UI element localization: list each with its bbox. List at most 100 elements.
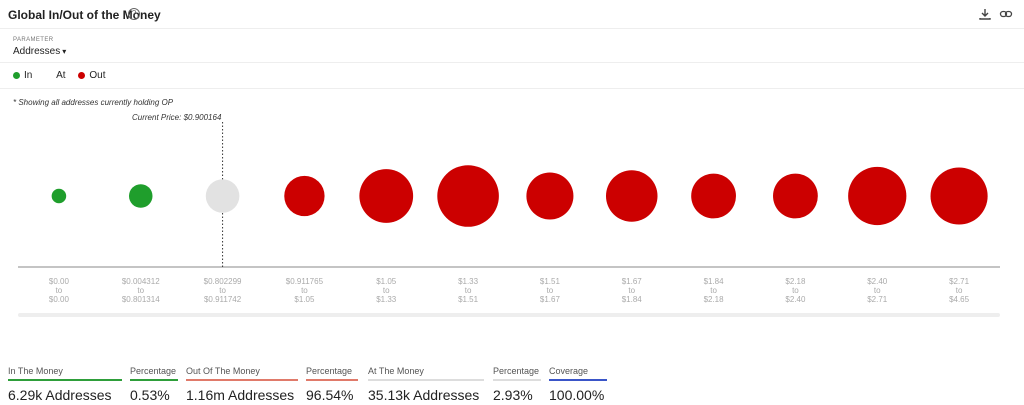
- x-tick-label: $0.00: [49, 277, 70, 286]
- x-tick-label: to: [956, 286, 963, 295]
- bubble-out-11[interactable]: [930, 167, 988, 225]
- stat-coverage: Coverage 100.00%: [549, 366, 607, 403]
- stat-at-percentage: Percentage 2.93%: [493, 366, 541, 403]
- legend-item-in[interactable]: In: [13, 70, 32, 81]
- x-tick-label: $1.33: [458, 277, 479, 286]
- stat-bar: [186, 379, 298, 381]
- x-tick-label: $0.801314: [122, 295, 160, 304]
- bubble-out-4[interactable]: [359, 169, 414, 223]
- stat-bar: [130, 379, 178, 381]
- x-tick-label: $1.05: [294, 295, 315, 304]
- stat-bar: [306, 379, 358, 381]
- x-tick-label: $1.67: [622, 277, 643, 286]
- x-tick-label: to: [465, 286, 472, 295]
- parameter-divider: [0, 62, 1024, 63]
- link-icon[interactable]: [999, 7, 1013, 21]
- bubble-in-1[interactable]: [128, 184, 153, 208]
- x-tick-label: $1.84: [622, 295, 643, 304]
- help-icon[interactable]: ?: [128, 8, 140, 20]
- x-tick-label: $2.40: [867, 277, 888, 286]
- x-tick-label: $1.05: [376, 277, 397, 286]
- stat-bar: [493, 379, 541, 381]
- x-tick-label: to: [301, 286, 308, 295]
- stat-bar: [549, 379, 607, 381]
- stat-label: Percentage: [306, 366, 353, 376]
- x-tick-label: to: [792, 286, 799, 295]
- x-tick-label: $1.51: [458, 295, 479, 304]
- header-divider: [0, 28, 1024, 29]
- page-title: Global In/Out of the Money: [8, 8, 161, 22]
- x-tick-label: $0.911742: [204, 295, 242, 304]
- legend-label-at: At: [56, 70, 66, 81]
- stat-value: 6.29k Addresses: [8, 387, 112, 403]
- x-tick-label: to: [383, 286, 390, 295]
- bubble-out-10[interactable]: [848, 166, 907, 226]
- bubble-out-5[interactable]: [437, 165, 499, 227]
- stat-in-percentage: Percentage 0.53%: [130, 366, 178, 403]
- stat-label: Out Of The Money: [186, 366, 260, 376]
- stat-value: 100.00%: [549, 387, 605, 403]
- x-tick-label: $1.51: [540, 277, 561, 286]
- legend-divider: [0, 88, 1024, 89]
- stat-value: 0.53%: [130, 387, 170, 403]
- x-tick-label: $2.71: [867, 295, 888, 304]
- chart-scrollbar[interactable]: [18, 313, 1000, 317]
- stat-label: Coverage: [549, 366, 589, 376]
- bubble-in-0[interactable]: [51, 188, 67, 204]
- x-tick-label: $2.18: [785, 277, 806, 286]
- current-price-label: Current Price: $0.900164: [132, 113, 222, 122]
- x-tick-label: $1.67: [540, 295, 561, 304]
- chevron-down-icon: ▾: [62, 47, 67, 56]
- bubble-at-2[interactable]: [205, 179, 240, 213]
- legend-dot-at-icon: [45, 72, 53, 79]
- stat-value: 2.93%: [493, 387, 533, 403]
- x-tick-label: $2.18: [704, 295, 725, 304]
- x-tick-label: to: [219, 286, 226, 295]
- bubble-out-9[interactable]: [773, 173, 818, 219]
- x-tick-label: to: [547, 286, 554, 295]
- x-tick-label: to: [137, 286, 144, 295]
- stat-label: Percentage: [130, 366, 177, 376]
- x-tick-label: to: [874, 286, 881, 295]
- bubble-out-3[interactable]: [284, 175, 325, 217]
- download-icon[interactable]: [978, 7, 992, 21]
- parameter-select[interactable]: Addresses ▾: [13, 46, 66, 57]
- x-tick-label: $0.00: [49, 295, 70, 304]
- holding-note: * Showing all addresses currently holdin…: [13, 98, 174, 107]
- stat-value: 35.13k Addresses: [368, 387, 480, 403]
- stat-at-the-money: At The Money 35.13k Addresses: [368, 366, 484, 403]
- bubble-chart: $0.00to$0.00$0.004312to$0.801314$0.80229…: [18, 122, 1000, 304]
- stat-in-the-money: In The Money 6.29k Addresses: [8, 366, 122, 403]
- legend-dot-in-icon: [13, 72, 20, 79]
- legend-label-in: In: [24, 70, 33, 81]
- stat-out-of-the-money: Out Of The Money 1.16m Addresses: [186, 366, 298, 403]
- legend-item-at[interactable]: At: [45, 70, 66, 81]
- x-tick-label: $0.004312: [122, 277, 160, 286]
- bubble-out-8[interactable]: [691, 173, 736, 219]
- x-tick-label: $1.84: [704, 277, 725, 286]
- stat-bar: [368, 379, 484, 381]
- stat-value: 1.16m Addresses: [186, 387, 295, 403]
- x-tick-label: to: [628, 286, 635, 295]
- stat-label: At The Money: [368, 366, 424, 376]
- stat-out-percentage: Percentage 96.54%: [306, 366, 358, 403]
- stat-label: In The Money: [8, 366, 63, 376]
- legend-dot-out-icon: [78, 72, 86, 79]
- stat-value: 96.54%: [306, 387, 354, 403]
- x-tick-label: to: [56, 286, 63, 295]
- parameter-value: Addresses: [13, 46, 61, 57]
- stat-label: Percentage: [493, 366, 540, 376]
- x-tick-label: $2.71: [949, 277, 970, 286]
- x-tick-label: $0.911765: [286, 277, 324, 286]
- x-tick-label: $4.65: [949, 295, 970, 304]
- bubble-out-6[interactable]: [526, 172, 574, 220]
- x-tick-label: $1.33: [376, 295, 397, 304]
- bubble-out-7[interactable]: [605, 170, 658, 222]
- x-tick-label: $2.40: [785, 295, 806, 304]
- x-tick-label: to: [710, 286, 717, 295]
- legend-item-out[interactable]: Out: [78, 70, 105, 81]
- legend-label-out: Out: [89, 70, 106, 81]
- header-bar: Global In/Out of the Money ?: [0, 0, 1024, 28]
- x-tick-label: $0.802299: [204, 277, 242, 286]
- parameter-label: PARAMETER: [13, 37, 54, 43]
